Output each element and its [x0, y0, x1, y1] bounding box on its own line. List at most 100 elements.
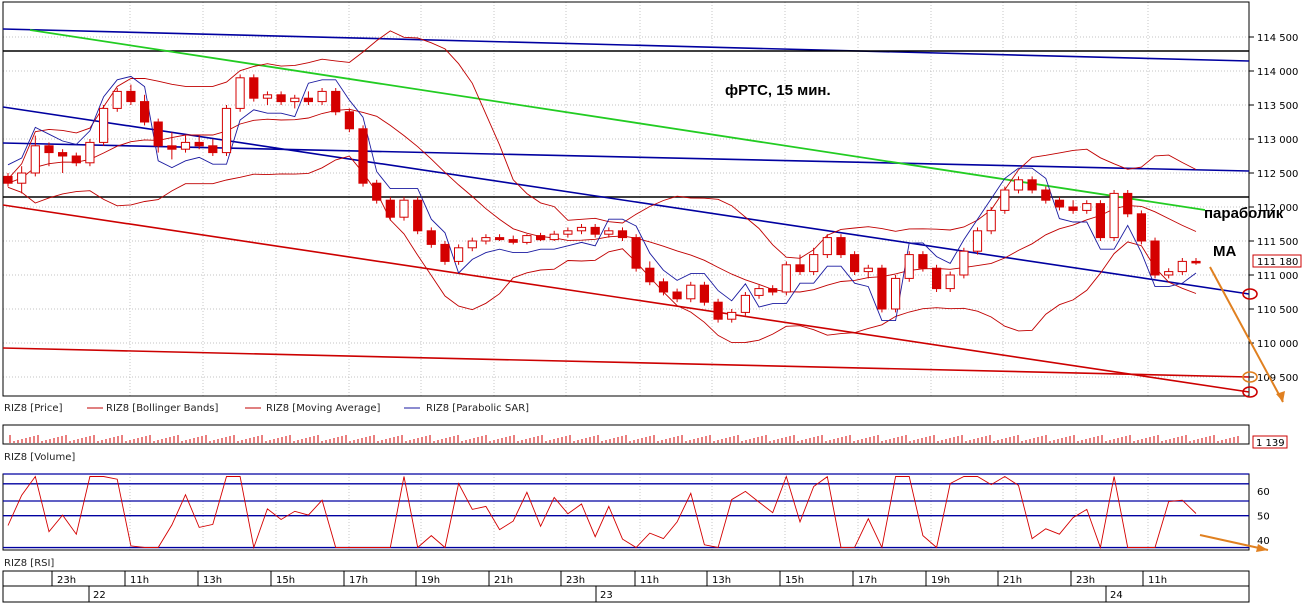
- candle-down: [58, 152, 68, 157]
- ma-annotation: MA: [1213, 243, 1236, 260]
- price-tick-label: 114 500: [1257, 33, 1298, 44]
- candle-down: [795, 264, 805, 273]
- candle-down: [208, 145, 218, 154]
- candle-down: [140, 101, 150, 123]
- candle-down: [303, 97, 313, 103]
- candle-up: [1082, 203, 1092, 211]
- candle-down: [672, 291, 682, 300]
- candle-down: [358, 128, 368, 184]
- candle-down: [331, 90, 341, 113]
- hour-label: 21h: [494, 575, 513, 586]
- upper-band: [7, 30, 1197, 259]
- hour-label: 23h: [1076, 575, 1095, 586]
- candle-down: [631, 237, 641, 269]
- candle-up: [781, 264, 791, 293]
- candle-up: [740, 294, 750, 313]
- price-tick-label: 114 000: [1257, 67, 1298, 78]
- legend-volume: RIZ8 [Volume]: [4, 452, 75, 463]
- level-end-marker: [1242, 371, 1258, 383]
- volume-badge-value: 1 139: [1256, 438, 1285, 449]
- candle-down: [918, 254, 928, 269]
- candle-down: [590, 226, 600, 235]
- candle-down: [645, 267, 655, 283]
- red-trend-end-marker: [1242, 386, 1258, 398]
- channel-end-marker: [1242, 288, 1258, 300]
- candle-down: [385, 199, 395, 218]
- candle-up: [17, 172, 27, 184]
- candle-down: [768, 288, 778, 293]
- candle-down: [699, 284, 709, 303]
- hour-label: 13h: [203, 575, 222, 586]
- bollinger-bands: [7, 30, 1197, 344]
- candle-up: [972, 230, 983, 252]
- candle-up: [30, 145, 40, 174]
- candle-up: [467, 240, 477, 249]
- candle-up: [576, 226, 587, 232]
- candle-up: [549, 233, 559, 241]
- candle-down: [153, 121, 163, 147]
- candle-up: [863, 267, 873, 273]
- last-price-value: 111 180: [1257, 257, 1298, 268]
- candle-down: [1054, 199, 1065, 208]
- candles: [3, 74, 1201, 323]
- forecast-arrow-rsi: [1199, 534, 1269, 551]
- candle-up: [317, 90, 327, 103]
- hour-label: 21h: [1003, 575, 1022, 586]
- candle-up: [891, 277, 901, 310]
- candle-down: [617, 230, 628, 239]
- candle-down: [1041, 189, 1051, 201]
- day-label: 23: [600, 590, 613, 601]
- forecast-arrowhead-rsi: [1256, 544, 1268, 552]
- candle-up: [904, 254, 914, 279]
- price-tick-label: 110 500: [1257, 305, 1298, 316]
- sar-path: [7, 75, 1197, 322]
- price-tick-label: 110 000: [1257, 339, 1298, 350]
- candle-up: [399, 199, 409, 218]
- candle-down: [1150, 240, 1160, 276]
- hour-label: 17h: [349, 575, 368, 586]
- price-tick-label: 109 500: [1257, 373, 1298, 384]
- price-tick-label: 112 000: [1257, 203, 1298, 214]
- time-axis: 23h 11h 13h 15h 17h 19h 21h 23h 11h 13h 15h 17h 19h 2…: [51, 571, 1167, 602]
- candle-up: [290, 97, 300, 103]
- hour-label: 11h: [130, 575, 149, 586]
- volume-bars: [9, 435, 1239, 443]
- candle-up: [221, 107, 232, 154]
- candle-down: [372, 182, 382, 201]
- candle-up: [604, 230, 614, 235]
- candle-up: [180, 141, 191, 150]
- level-line-red: [2, 347, 1250, 378]
- candle-down: [276, 94, 286, 103]
- candle-up: [986, 209, 996, 232]
- candle-up: [1013, 179, 1024, 191]
- price-tick-label: 113 500: [1257, 101, 1298, 112]
- candle-up: [85, 141, 95, 164]
- trend-line-green: [29, 29, 1206, 211]
- hour-label: 11h: [1148, 575, 1167, 586]
- candle-down: [344, 111, 354, 130]
- candle-down: [713, 301, 723, 320]
- price-tick-label: 112 500: [1257, 169, 1298, 180]
- legend-price: RIZ8 [Price]: [4, 403, 63, 414]
- grid: [2, 2, 1250, 550]
- candle-up: [822, 237, 832, 256]
- legend-sar: RIZ8 [Parabolic SAR]: [426, 403, 529, 414]
- price-axis: 114 500 114 000 113 500 113 000 112 500 112 0…: [1249, 33, 1298, 384]
- candle-down: [249, 77, 259, 99]
- candle-up: [1177, 260, 1187, 273]
- candle-up: [563, 230, 573, 235]
- legend-ma: RIZ8 [Moving Average]: [266, 403, 381, 414]
- candle-down: [126, 90, 136, 103]
- last-price-badge: [1252, 254, 1302, 268]
- candle-up: [945, 274, 955, 290]
- rsi-tick-label: 60: [1257, 487, 1270, 498]
- price-tick-label: 111 500: [1257, 237, 1298, 248]
- volume-badge: [1252, 435, 1288, 449]
- rsi-tick-label: 50: [1257, 512, 1270, 523]
- price-panel-frame: [2, 1, 1250, 397]
- candle-down: [1068, 206, 1078, 211]
- candle-down: [850, 254, 860, 273]
- hour-label: 19h: [421, 575, 440, 586]
- hour-label: 15h: [785, 575, 804, 586]
